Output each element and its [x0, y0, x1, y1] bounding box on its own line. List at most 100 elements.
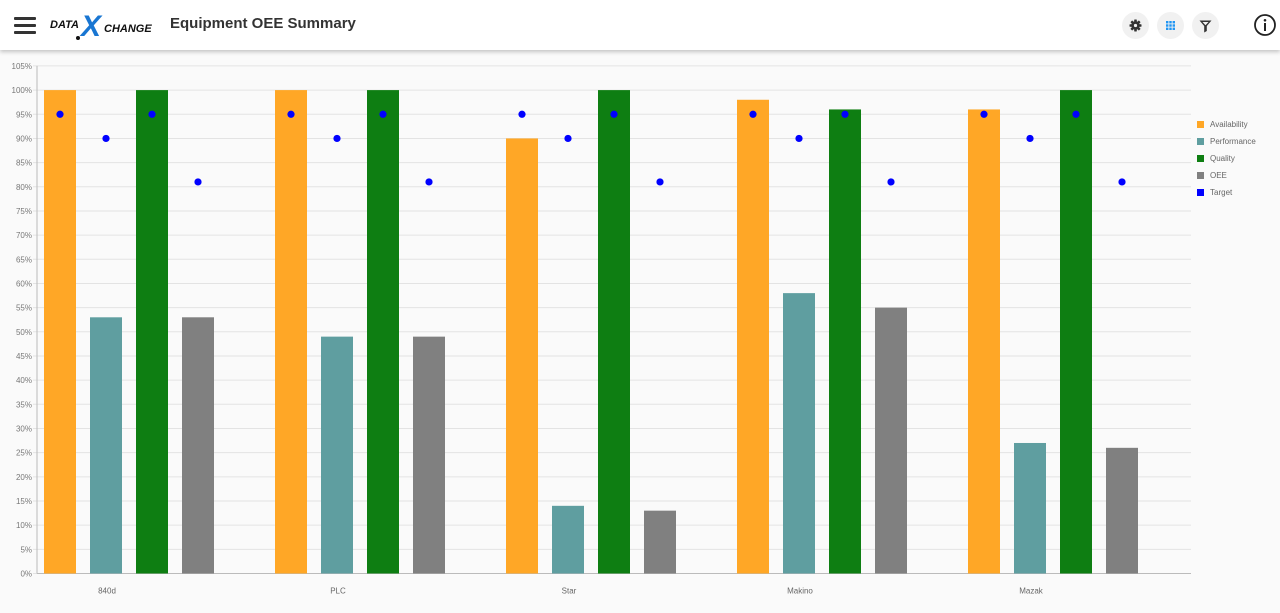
- bar-quality: [598, 90, 630, 574]
- target-point: [518, 110, 526, 118]
- bar-oee: [182, 317, 214, 574]
- info-icon: [1254, 14, 1276, 36]
- y-tick-label: 75%: [16, 207, 32, 216]
- target-point: [749, 110, 757, 118]
- x-category-label: Makino: [787, 587, 813, 596]
- target-point: [56, 110, 64, 118]
- legend-swatch: [1197, 138, 1204, 145]
- target-point: [841, 110, 849, 118]
- y-tick-label: 35%: [16, 400, 32, 409]
- x-category-label: 840d: [98, 587, 116, 596]
- logo-text-left: DATA: [50, 19, 79, 31]
- settings-button[interactable]: [1122, 12, 1149, 39]
- y-tick-label: 105%: [12, 62, 32, 71]
- bar-quality: [367, 90, 399, 574]
- legend-label: OEE: [1210, 171, 1227, 180]
- bar-oee: [875, 307, 907, 574]
- bar-performance: [90, 317, 122, 574]
- target-point: [1026, 134, 1034, 143]
- y-tick-label: 65%: [16, 255, 32, 264]
- logo-dot: [76, 36, 80, 40]
- hamburger-menu-icon[interactable]: [10, 11, 40, 39]
- y-tick-label: 95%: [16, 110, 32, 119]
- legend-label: Target: [1210, 188, 1233, 197]
- menu-line: [14, 17, 36, 20]
- bar-quality: [829, 109, 861, 574]
- y-tick-label: 0%: [20, 570, 32, 579]
- target-point: [656, 178, 664, 186]
- filter-button[interactable]: [1192, 12, 1219, 39]
- legend-swatch: [1197, 172, 1204, 179]
- y-tick-label: 90%: [16, 134, 32, 143]
- y-tick-label: 25%: [16, 449, 32, 458]
- logo-text-right: CHANGE: [104, 23, 152, 35]
- legend-label: Performance: [1210, 137, 1256, 146]
- y-tick-label: 10%: [16, 521, 32, 530]
- x-category-label: Mazak: [1019, 587, 1044, 596]
- menu-line: [14, 24, 36, 27]
- oee-bar-chart: 0% 5% 10% 15% 20% 25% 30% 35% 40% 45% 50% 55% 60% 65%…: [12, 62, 1191, 596]
- y-tick-label: 70%: [16, 231, 32, 240]
- bar-performance: [321, 336, 353, 574]
- legend-swatch: [1197, 121, 1204, 128]
- bar-availability: [506, 138, 538, 574]
- y-tick-label: 50%: [16, 328, 32, 337]
- bar-quality: [136, 90, 168, 574]
- target-point: [1072, 110, 1080, 118]
- target-point: [1118, 178, 1126, 186]
- legend-item-performance[interactable]: Performance: [1197, 133, 1277, 150]
- oee-chart-area: 0% 5% 10% 15% 20% 25% 30% 35% 40% 45% 50% 55% 60% 65%…: [0, 50, 1280, 613]
- y-tick-label: 85%: [16, 159, 32, 168]
- bar-quality: [1060, 90, 1092, 574]
- bar-oee: [1106, 447, 1138, 574]
- bar-oee: [644, 510, 676, 574]
- bar-availability: [275, 90, 307, 574]
- target-point: [795, 134, 803, 143]
- target-point: [610, 110, 618, 118]
- target-point: [564, 134, 572, 143]
- y-tick-label: 15%: [16, 497, 32, 506]
- bar-performance: [552, 505, 584, 574]
- info-button[interactable]: [1253, 13, 1277, 37]
- grid-view-button[interactable]: [1157, 12, 1184, 39]
- y-tick-label: 5%: [20, 545, 32, 554]
- chart-legend: Availability Performance Quality OEE Target: [1197, 116, 1277, 201]
- bar-performance: [1014, 442, 1046, 574]
- bar-availability: [968, 109, 1000, 574]
- legend-label: Quality: [1210, 154, 1235, 163]
- legend-item-oee[interactable]: OEE: [1197, 167, 1277, 184]
- page-title: Equipment OEE Summary: [170, 15, 356, 32]
- legend-item-availability[interactable]: Availability: [1197, 116, 1277, 133]
- target-point: [102, 134, 110, 143]
- legend-item-target[interactable]: Target: [1197, 184, 1277, 201]
- y-tick-label: 30%: [16, 424, 32, 433]
- target-point: [333, 134, 341, 143]
- legend-swatch: [1197, 189, 1204, 196]
- target-point: [887, 178, 895, 186]
- bar-availability: [737, 99, 769, 574]
- target-point: [287, 110, 295, 118]
- y-tick-label: 20%: [16, 473, 32, 482]
- legend-swatch: [1197, 155, 1204, 162]
- target-point: [194, 178, 202, 186]
- menu-line: [14, 31, 36, 34]
- target-point: [148, 110, 156, 118]
- x-category-label: Star: [562, 587, 577, 596]
- x-category-label: PLC: [330, 587, 346, 596]
- y-tick-label: 60%: [16, 279, 32, 288]
- target-point: [980, 110, 988, 118]
- y-tick-label: 45%: [16, 352, 32, 361]
- legend-item-quality[interactable]: Quality: [1197, 150, 1277, 167]
- grid-icon: [1166, 21, 1175, 30]
- y-tick-label: 40%: [16, 376, 32, 385]
- filter-icon: [1199, 20, 1212, 33]
- y-tick-label: 100%: [12, 86, 32, 95]
- bar-oee: [413, 336, 445, 574]
- target-point: [379, 110, 387, 118]
- app-bar: DATA X CHANGE Equipment OEE Summary: [0, 0, 1280, 50]
- bar-availability: [44, 90, 76, 574]
- datax-change-logo: DATA X CHANGE: [50, 10, 152, 43]
- bar-performance: [783, 293, 815, 574]
- gear-icon: [1129, 19, 1142, 32]
- target-point: [425, 178, 433, 186]
